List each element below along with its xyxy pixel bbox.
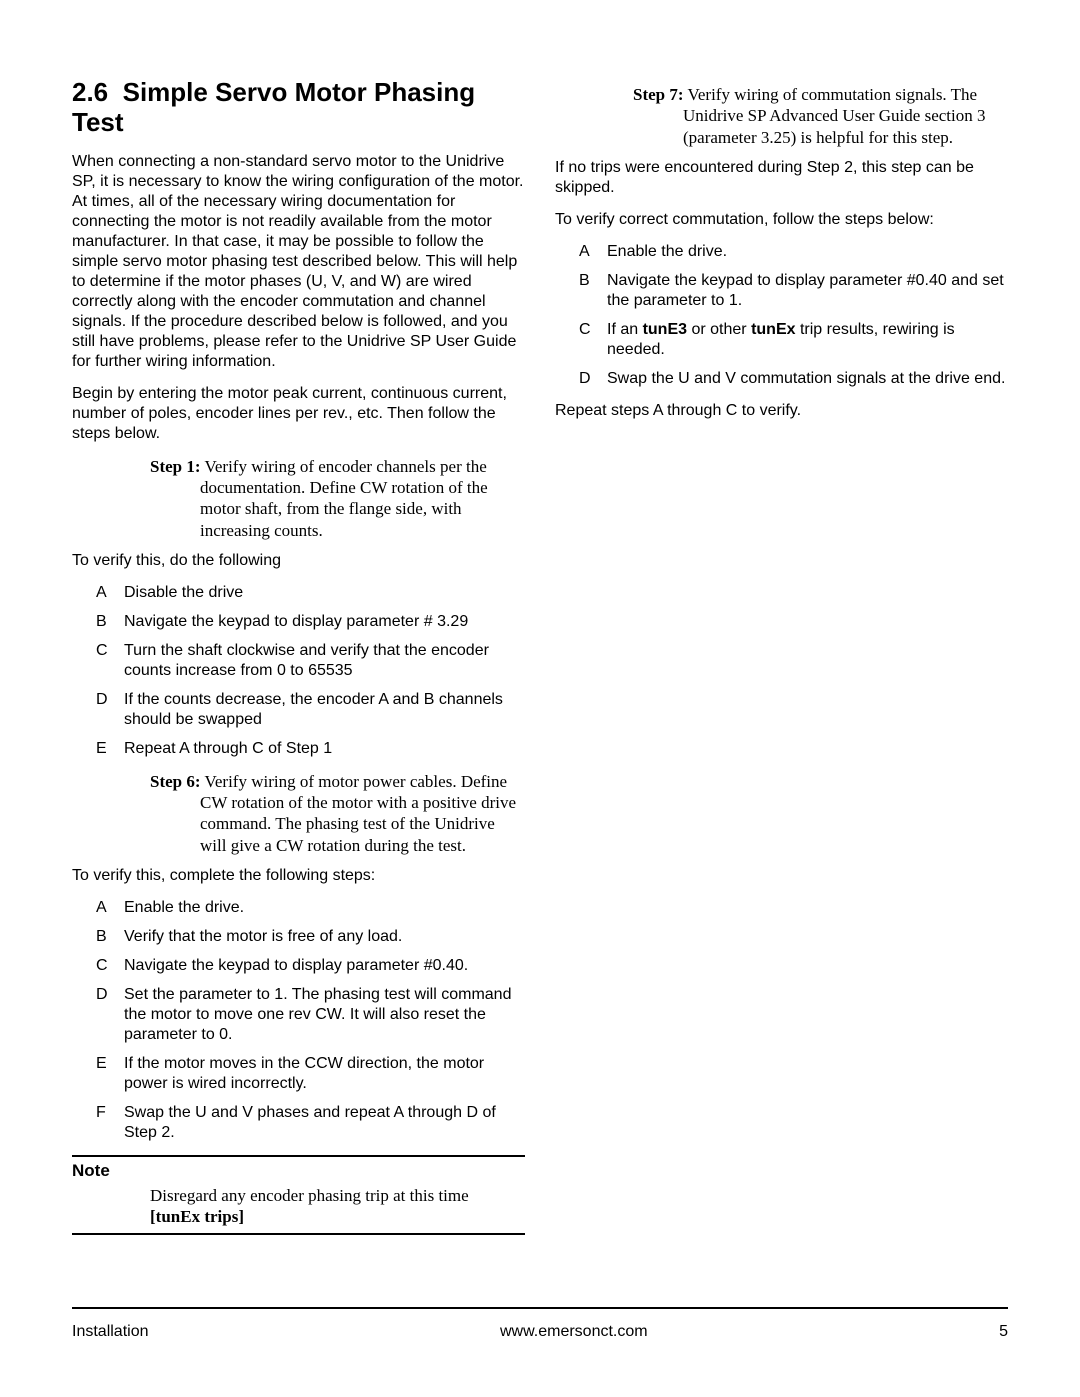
- step-6-block: Step 6: Verify wiring of motor power cab…: [150, 771, 525, 856]
- list-item: CIf an tunE3 or other tunEx trip results…: [585, 320, 1008, 360]
- list-text: Swap the U and V commutation signals at …: [607, 370, 1005, 387]
- right-paragraph-2: To verify correct commutation, follow th…: [555, 210, 1008, 230]
- section-number: 2.6: [72, 77, 108, 107]
- content-columns: 2.6 Simple Servo Motor Phasing Test When…: [72, 78, 1008, 1235]
- list-item: EIf the motor moves in the CCW direction…: [102, 1054, 525, 1094]
- intro-paragraph-1: When connecting a non-standard servo mot…: [72, 152, 525, 372]
- note-block: Note Disregard any encoder phasing trip …: [72, 1155, 525, 1236]
- note-rule-bottom: [72, 1233, 525, 1235]
- list-letter: A: [96, 898, 116, 918]
- list-letter: B: [96, 927, 116, 947]
- list-letter: C: [96, 956, 116, 976]
- footer-left: Installation: [72, 1323, 149, 1341]
- list-item: DIf the counts decrease, the encoder A a…: [102, 690, 525, 730]
- list-text: If the motor moves in the CCW direction,…: [124, 1055, 484, 1092]
- list-letter: E: [96, 1054, 116, 1074]
- list-item: FSwap the U and V phases and repeat A th…: [102, 1103, 525, 1143]
- list-letter: D: [96, 985, 116, 1005]
- list-text: Set the parameter to 1. The phasing test…: [124, 986, 511, 1043]
- list-letter: A: [96, 583, 116, 603]
- step-1-block: Step 1: Verify wiring of encoder channel…: [150, 456, 525, 541]
- list-item: CTurn the shaft clockwise and verify tha…: [102, 641, 525, 681]
- footer-page-number: 5: [999, 1323, 1008, 1341]
- list-item: CNavigate the keypad to display paramete…: [102, 956, 525, 976]
- list-item: AEnable the drive.: [585, 242, 1008, 262]
- list-text: Repeat A through C of Step 1: [124, 740, 332, 757]
- list-item: DSwap the U and V commutation signals at…: [585, 369, 1008, 389]
- list-text: Disable the drive: [124, 584, 243, 601]
- list-item: AEnable the drive.: [102, 898, 525, 918]
- section-heading: 2.6 Simple Servo Motor Phasing Test: [72, 78, 525, 138]
- list-2: AEnable the drive. BVerify that the moto…: [72, 898, 525, 1143]
- list-item: DSet the parameter to 1. The phasing tes…: [102, 985, 525, 1045]
- list-text: Navigate the keypad to display parameter…: [124, 957, 468, 974]
- list-letter: C: [96, 641, 116, 661]
- footer-rule: [72, 1307, 1008, 1309]
- list-text: Verify that the motor is free of any loa…: [124, 928, 402, 945]
- footer-center: www.emersonct.com: [500, 1323, 648, 1341]
- list-item: BNavigate the keypad to display paramete…: [585, 271, 1008, 311]
- step-7-text: Verify wiring of commutation signals. Th…: [683, 85, 985, 147]
- intro-paragraph-2: Begin by entering the motor peak current…: [72, 384, 525, 444]
- section-title-text: Simple Servo Motor Phasing Test: [72, 77, 475, 137]
- list-letter: D: [579, 369, 599, 389]
- list-text-mid: or other: [687, 321, 751, 338]
- list-text: Turn the shaft clockwise and verify that…: [124, 642, 489, 679]
- list-1: ADisable the drive BNavigate the keypad …: [72, 583, 525, 759]
- list-3: AEnable the drive. BNavigate the keypad …: [555, 242, 1008, 389]
- list-text-bold-2: tunEx: [751, 321, 795, 338]
- list-text: Enable the drive.: [607, 243, 727, 260]
- list-text: If the counts decrease, the encoder A an…: [124, 691, 503, 728]
- left-column: 2.6 Simple Servo Motor Phasing Test When…: [72, 78, 525, 1235]
- step-7-block: Step 7: Verify wiring of commutation sig…: [633, 84, 1008, 148]
- step-6-text: Verify wiring of motor power cables. Def…: [200, 772, 516, 855]
- step-1-text: Verify wiring of encoder channels per th…: [200, 457, 488, 540]
- list-item: ADisable the drive: [102, 583, 525, 603]
- list-text-bold-1: tunE3: [643, 321, 687, 338]
- list-letter: B: [96, 612, 116, 632]
- list-letter: D: [96, 690, 116, 710]
- page: 2.6 Simple Servo Motor Phasing Test When…: [0, 0, 1080, 1397]
- footer-row: Installation www.emersonct.com 5: [72, 1323, 1008, 1341]
- note-line-2: [tunEx trips]: [150, 1207, 244, 1226]
- list-letter: C: [579, 320, 599, 340]
- note-body: Disregard any encoder phasing trip at th…: [150, 1185, 525, 1228]
- list-item: BVerify that the motor is free of any lo…: [102, 927, 525, 947]
- list-text: Navigate the keypad to display parameter…: [124, 613, 468, 630]
- verify-1-intro: To verify this, do the following: [72, 551, 525, 571]
- list-text: If an tunE3 or other tunEx trip results,…: [607, 321, 955, 358]
- list-letter: E: [96, 739, 116, 759]
- note-rule-top: [72, 1155, 525, 1157]
- list-text: Swap the U and V phases and repeat A thr…: [124, 1104, 496, 1141]
- list-letter: A: [579, 242, 599, 262]
- list-text: Navigate the keypad to display parameter…: [607, 272, 1004, 309]
- note-label: Note: [72, 1161, 525, 1181]
- right-paragraph-3: Repeat steps A through C to verify.: [555, 401, 1008, 421]
- list-letter: B: [579, 271, 599, 291]
- list-item: ERepeat A through C of Step 1: [102, 739, 525, 759]
- note-line-1: Disregard any encoder phasing trip at th…: [150, 1186, 469, 1205]
- verify-2-intro: To verify this, complete the following s…: [72, 866, 525, 886]
- right-column: Step 7: Verify wiring of commutation sig…: [555, 78, 1008, 1235]
- list-item: BNavigate the keypad to display paramete…: [102, 612, 525, 632]
- step-1-label: Step 1:: [150, 457, 201, 476]
- right-paragraph-1: If no trips were encountered during Step…: [555, 158, 1008, 198]
- step-7-label: Step 7:: [633, 85, 684, 104]
- step-6-label: Step 6:: [150, 772, 201, 791]
- page-footer: Installation www.emersonct.com 5: [72, 1307, 1008, 1341]
- list-letter: F: [96, 1103, 116, 1123]
- list-text-pre: If an: [607, 321, 643, 338]
- list-text: Enable the drive.: [124, 899, 244, 916]
